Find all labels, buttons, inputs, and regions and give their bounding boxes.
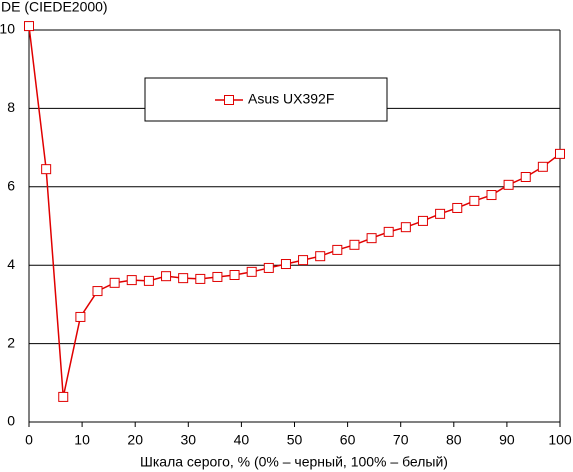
point-marker <box>41 164 52 175</box>
point-marker <box>178 273 189 284</box>
point-marker <box>315 251 326 262</box>
point-marker <box>280 259 291 270</box>
point-marker <box>298 255 309 266</box>
point-marker <box>383 226 394 237</box>
x-tick-label: 90 <box>499 432 515 448</box>
point-marker <box>263 262 274 273</box>
x-tick-label: 20 <box>127 432 143 448</box>
point-marker <box>212 271 223 282</box>
y-tick-label: 10 <box>0 21 15 37</box>
point-marker <box>349 239 360 250</box>
point-marker <box>555 148 565 159</box>
point-marker <box>486 190 497 201</box>
point-marker <box>246 266 257 277</box>
point-marker <box>469 195 480 206</box>
y-tick-label: 4 <box>7 256 15 272</box>
x-tick-label: 70 <box>393 432 409 448</box>
y-tick-label: 0 <box>7 413 15 429</box>
point-marker <box>435 208 446 219</box>
point-marker <box>537 161 548 172</box>
point-marker <box>229 270 240 280</box>
y-tick-label: 8 <box>7 99 15 115</box>
point-marker <box>109 277 120 288</box>
y-axis-title: DE (CIEDE2000) <box>1 0 108 15</box>
point-marker <box>126 275 137 286</box>
point-marker <box>400 222 411 233</box>
legend-marker <box>224 95 234 105</box>
x-tick-label: 0 <box>25 432 33 448</box>
y-tick-label: 2 <box>7 334 15 350</box>
x-tick-label: 80 <box>446 432 462 448</box>
point-marker <box>452 202 463 213</box>
x-tick-label: 10 <box>74 432 90 448</box>
point-marker <box>24 21 34 32</box>
point-marker <box>417 215 428 226</box>
legend-box <box>144 77 388 122</box>
point-marker <box>75 311 86 322</box>
point-marker <box>520 172 531 182</box>
point-marker <box>161 271 172 282</box>
legend-label: Asus UX392F <box>248 91 334 107</box>
point-marker <box>332 244 343 255</box>
x-tick-label: 60 <box>340 432 356 448</box>
point-marker <box>366 233 377 244</box>
point-marker <box>92 286 103 297</box>
point-marker <box>143 275 154 286</box>
x-axis-title: Шкала серого, % (0% – черный, 100% – бел… <box>140 454 448 470</box>
point-marker <box>503 179 514 190</box>
x-tick-label: 40 <box>234 432 250 448</box>
x-tick-label: 50 <box>287 432 303 448</box>
x-tick-label: 100 <box>548 432 572 448</box>
point-marker <box>58 391 69 402</box>
point-marker <box>195 273 206 284</box>
y-tick-label: 6 <box>7 178 15 194</box>
x-tick-label: 30 <box>181 432 197 448</box>
